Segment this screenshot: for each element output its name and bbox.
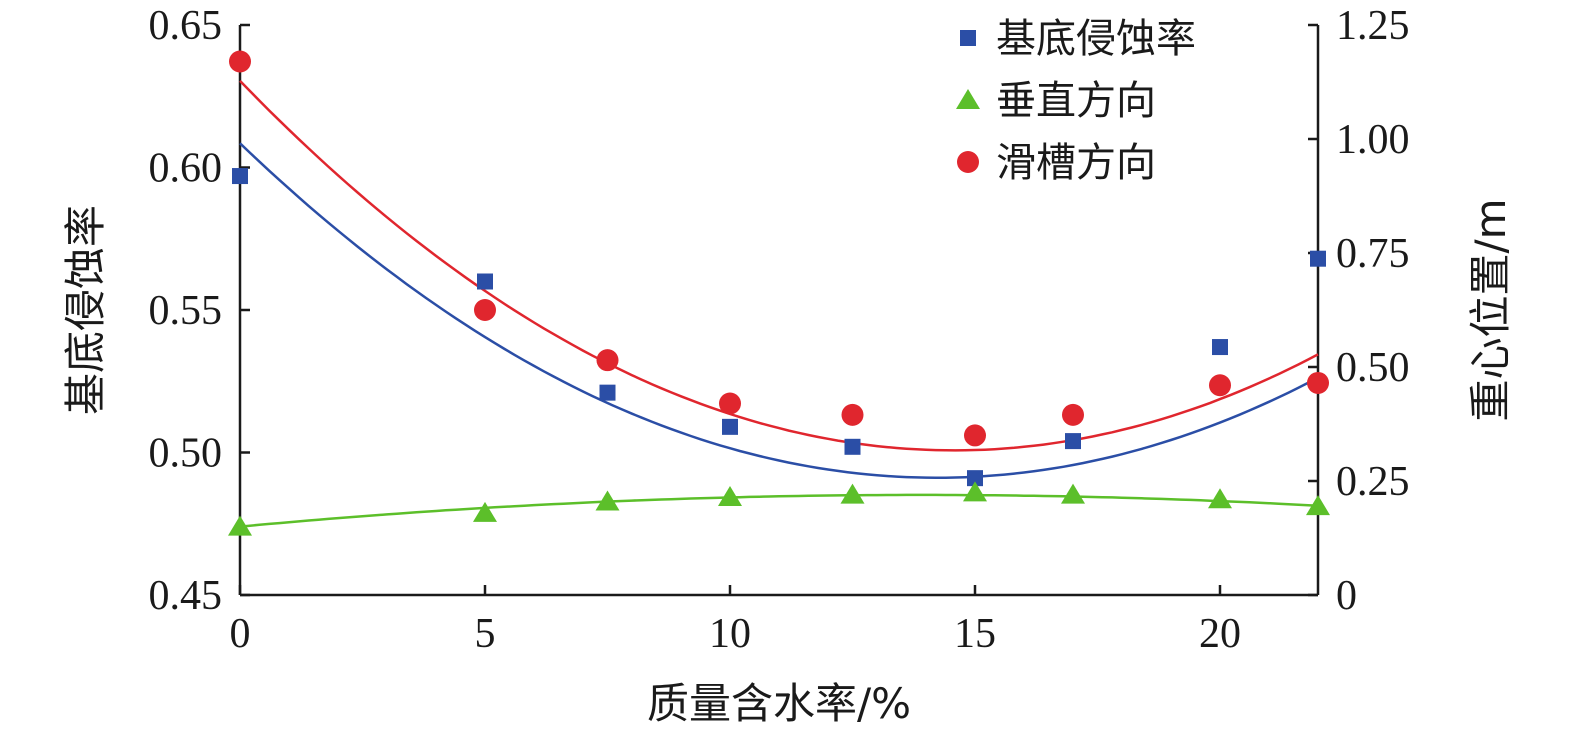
- x-axis-title: 质量含水率/%: [647, 679, 911, 728]
- legend-marker: [957, 151, 979, 173]
- data-point: [1061, 483, 1085, 504]
- data-point: [599, 384, 616, 401]
- right-y-tick-label: 1.00: [1336, 117, 1410, 163]
- data-point: [228, 515, 252, 536]
- data-point: [718, 485, 742, 506]
- left-y-tick-label: 0.55: [149, 288, 223, 334]
- data-point: [840, 483, 865, 504]
- right-y-tick-label: 1.25: [1336, 3, 1410, 49]
- left-y-tick-label: 0.45: [149, 573, 223, 619]
- left-y-tick-label: 0.65: [149, 3, 223, 49]
- fit-curves: [239, 80, 1319, 528]
- right-y-tick-label: 0.50: [1336, 345, 1410, 391]
- legend-label: 垂直方向: [996, 78, 1156, 124]
- legend-marker: [960, 30, 976, 46]
- fit-curve: [239, 142, 1319, 479]
- fit-curve: [239, 80, 1319, 452]
- right-y-tick-label: 0.75: [1336, 231, 1410, 277]
- right-y-tick-label: 0.25: [1336, 459, 1410, 505]
- data-point: [719, 392, 741, 415]
- fit-curve: [239, 493, 1319, 528]
- left-y-tick-label: 0.50: [149, 431, 223, 477]
- data-point: [595, 490, 620, 511]
- data-point: [229, 50, 251, 73]
- left-axis-title: 基底侵蚀率: [61, 205, 110, 415]
- x-tick-label: 10: [709, 611, 751, 657]
- data-point: [1310, 250, 1326, 267]
- data-point: [722, 418, 738, 435]
- legend-label: 滑槽方向: [996, 140, 1156, 186]
- x-tick-label: 5: [475, 611, 496, 657]
- data-point: [963, 481, 987, 502]
- right-y-tick-label: 0: [1336, 573, 1357, 619]
- legend-marker: [956, 89, 980, 109]
- data-point: [1306, 495, 1330, 516]
- x-tick-label: 20: [1199, 611, 1241, 657]
- legend-label: 基底侵蚀率: [996, 16, 1196, 62]
- x-tick-label: 15: [954, 611, 996, 657]
- data-point: [1208, 488, 1232, 509]
- data-point: [232, 168, 248, 185]
- data-point: [964, 424, 986, 447]
- left-y-tick-label: 0.60: [149, 146, 223, 192]
- x-tick-label: 0: [230, 611, 251, 657]
- right-axis-title: 重心位置/m: [1466, 198, 1515, 421]
- data-point: [844, 438, 861, 455]
- axes: [238, 25, 1320, 597]
- data-point: [1307, 371, 1329, 394]
- data-point: [1065, 433, 1081, 450]
- data-point: [967, 470, 983, 487]
- data-point: [474, 299, 496, 321]
- data-points: [228, 50, 1330, 536]
- data-point: [1212, 339, 1228, 356]
- data-point: [473, 501, 497, 522]
- data-point: [1209, 374, 1231, 397]
- data-point: [841, 403, 864, 426]
- data-point: [1062, 403, 1084, 426]
- ticks: 0 5 10 15 20 0.45 0.50 0.55 0.60 0.65 0 0.25 0.50 0.7…: [149, 3, 1410, 657]
- data-point: [596, 349, 619, 372]
- data-point: [477, 273, 493, 290]
